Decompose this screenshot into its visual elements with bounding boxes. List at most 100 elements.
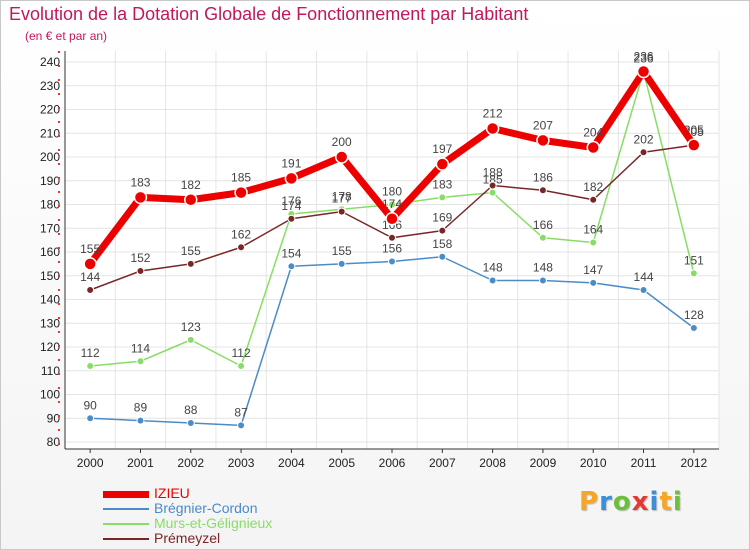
data-label: 212 xyxy=(483,107,503,121)
y-tick-label: 120 xyxy=(40,340,60,354)
data-point xyxy=(689,324,698,332)
data-label: 202 xyxy=(634,132,654,146)
x-tick-label: 2006 xyxy=(379,456,406,470)
data-point xyxy=(438,252,447,261)
data-point xyxy=(186,419,195,427)
data-label: 178 xyxy=(332,189,352,203)
y-tick-label: 130 xyxy=(40,316,60,330)
data-point xyxy=(136,416,145,425)
chart-title: Evolution de la Dotation Globale de Fonc… xyxy=(9,4,529,24)
data-label: 185 xyxy=(483,173,503,187)
data-point xyxy=(136,267,145,275)
x-tick-label: 2010 xyxy=(580,456,607,470)
data-point xyxy=(388,200,396,209)
y-tick-label: 80 xyxy=(47,435,61,449)
data-point xyxy=(538,233,547,242)
data-point xyxy=(237,243,246,252)
legend-label: Murs-et-Gélignieux xyxy=(154,515,273,531)
data-point xyxy=(385,212,399,226)
x-tick-label: 2007 xyxy=(429,456,456,470)
y-tick-label: 180 xyxy=(40,198,60,212)
data-point xyxy=(636,64,651,79)
data-point xyxy=(237,362,246,370)
y-tick-label: 150 xyxy=(40,269,60,283)
data-label: 176 xyxy=(281,194,301,208)
data-point xyxy=(536,133,550,148)
data-label: 90 xyxy=(83,398,97,412)
data-point xyxy=(86,362,95,370)
data-point xyxy=(689,269,698,278)
data-label: 151 xyxy=(684,253,704,267)
data-point xyxy=(334,150,349,164)
data-point xyxy=(488,276,497,285)
data-label: 144 xyxy=(634,270,654,284)
data-point xyxy=(184,193,198,207)
data-label: 183 xyxy=(432,177,452,191)
y-tick-label: 210 xyxy=(40,126,60,140)
data-point xyxy=(234,185,248,200)
data-point xyxy=(538,276,547,285)
data-label: 197 xyxy=(432,142,452,156)
x-tick-label: 2001 xyxy=(127,456,154,470)
data-label: 152 xyxy=(130,251,150,265)
legend-swatch xyxy=(103,523,149,525)
legend-swatch xyxy=(103,508,149,510)
legend-swatch xyxy=(103,490,149,498)
x-tick-label: 2000 xyxy=(77,456,104,470)
data-label: 236 xyxy=(634,50,654,64)
legend-label: Prémeyzel xyxy=(154,530,221,546)
y-tick-label: 160 xyxy=(40,245,60,259)
y-tick-label: 220 xyxy=(40,103,60,117)
data-label: 155 xyxy=(181,244,201,258)
data-label: 148 xyxy=(483,261,503,275)
data-label: 158 xyxy=(432,237,452,251)
data-point xyxy=(284,171,299,186)
data-point xyxy=(589,195,598,204)
data-label: 128 xyxy=(684,308,704,322)
logo-letter: r xyxy=(599,487,613,517)
data-label: 169 xyxy=(432,211,452,225)
x-tick-label: 2003 xyxy=(228,456,255,470)
data-point xyxy=(337,259,346,268)
data-label: 236 xyxy=(634,52,654,66)
data-label: 205 xyxy=(684,123,704,137)
data-label: 207 xyxy=(533,118,553,132)
data-label: 166 xyxy=(533,218,553,232)
data-label: 164 xyxy=(583,223,603,237)
data-point xyxy=(86,286,95,294)
data-point xyxy=(133,190,148,205)
data-label: 155 xyxy=(80,242,100,256)
data-label: 156 xyxy=(382,242,402,256)
data-label: 186 xyxy=(533,170,553,184)
data-point xyxy=(687,138,701,152)
data-label: 183 xyxy=(130,175,150,189)
data-point xyxy=(589,238,598,247)
data-point xyxy=(186,335,195,344)
y-tick-label: 100 xyxy=(40,388,60,402)
data-label: 182 xyxy=(583,180,603,194)
y-tick-label: 170 xyxy=(40,221,60,235)
data-label: 185 xyxy=(231,171,251,185)
data-point xyxy=(538,186,547,195)
logo-letter: t xyxy=(659,487,673,517)
data-point xyxy=(388,257,396,266)
data-label: 174 xyxy=(382,197,402,211)
data-point xyxy=(186,259,195,268)
data-label: 155 xyxy=(332,244,352,258)
data-label: 114 xyxy=(131,341,150,355)
x-tick-label: 2004 xyxy=(278,456,305,470)
data-point xyxy=(83,257,97,271)
data-point xyxy=(488,181,497,190)
x-tick-label: 2009 xyxy=(530,456,557,470)
data-label: 112 xyxy=(232,346,251,360)
data-point xyxy=(136,357,145,366)
data-label: 112 xyxy=(81,346,100,360)
data-point xyxy=(435,157,450,171)
data-point xyxy=(488,188,497,197)
x-tick-label: 2008 xyxy=(479,456,506,470)
y-tick-label: 240 xyxy=(40,55,60,69)
data-point xyxy=(485,121,500,136)
logo-letter: P xyxy=(579,487,600,517)
